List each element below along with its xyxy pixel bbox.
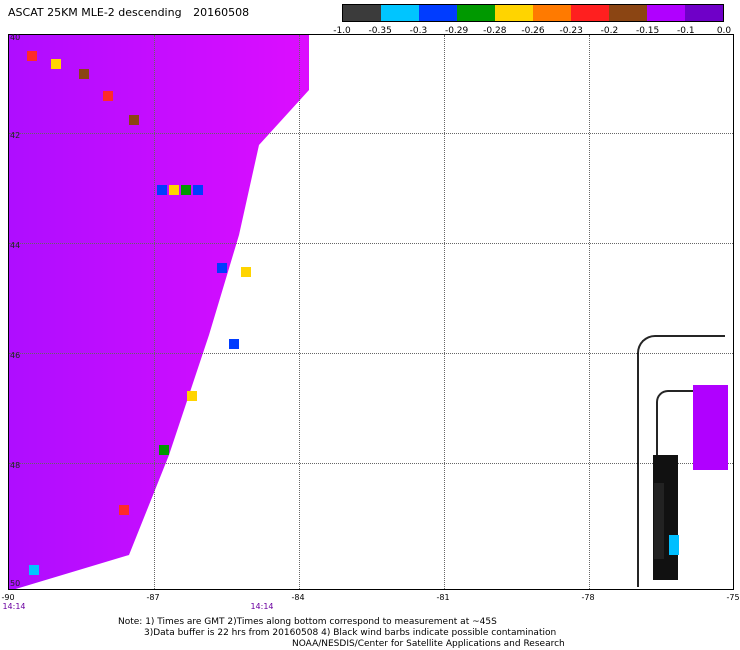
data-cell	[159, 445, 169, 455]
legend-swatch-10	[685, 5, 723, 21]
gridline-lon	[154, 35, 155, 589]
coastline	[637, 335, 725, 587]
legend-swatch-6	[533, 5, 571, 21]
data-cell	[181, 185, 191, 195]
note-line-3: NOAA/NESDIS/Center for Satellite Applica…	[292, 639, 565, 649]
map-panel	[8, 34, 734, 590]
legend-swatch-7	[571, 5, 609, 21]
legend-label: -0.28	[483, 26, 507, 36]
legend-label: -0.3	[409, 26, 428, 36]
color-legend	[342, 4, 724, 22]
x-tick-label: -84	[291, 593, 305, 602]
data-cell	[229, 339, 239, 349]
data-cell	[241, 267, 251, 277]
y-tick-label: 50	[10, 579, 21, 588]
note-line-2: 3)Data buffer is 22 hrs from 20160508 4)…	[144, 628, 557, 638]
legend-swatch-2	[381, 5, 419, 21]
data-cell	[157, 185, 167, 195]
legend-swatch-4	[457, 5, 495, 21]
title-date: 20160508	[193, 6, 250, 19]
x-tick-label: -87	[146, 593, 160, 602]
legend-label: -0.29	[444, 26, 469, 36]
title-text: ASCAT 25KM MLE-2 descending	[8, 6, 182, 19]
gridline-lat	[9, 133, 733, 134]
land-contamination-block	[654, 483, 664, 559]
legend-swatch-3	[419, 5, 457, 21]
data-swath	[9, 35, 309, 589]
x-tick-label: -81	[436, 593, 450, 602]
edge-data-block	[693, 385, 728, 470]
legend-label: -0.1	[677, 26, 695, 36]
gridline-lat	[9, 463, 733, 464]
x-tick-label: -75	[726, 593, 740, 602]
x-tick-label: -78	[581, 593, 595, 602]
data-cell	[119, 505, 129, 515]
note-line-1: Note: 1) Times are GMT 2)Times along bot…	[118, 617, 497, 627]
data-cell	[193, 185, 203, 195]
gridline-lon	[299, 35, 300, 589]
contamination-patch	[669, 535, 679, 555]
data-cell	[29, 565, 39, 575]
legend-label: -1.0	[333, 26, 351, 36]
legend-label: -0.2	[600, 26, 619, 36]
gridline-lat	[9, 353, 733, 354]
x-tick-label: -90	[1, 593, 15, 602]
legend-label: -0.23	[559, 26, 583, 36]
legend-label: 0.0	[716, 26, 732, 36]
data-cell	[217, 263, 227, 273]
data-cell	[187, 391, 197, 401]
data-cell	[79, 69, 89, 79]
data-cell	[129, 115, 139, 125]
gridline-lon	[589, 35, 590, 589]
y-tick-label: 46	[10, 351, 21, 360]
time-label-mid: 14:14	[250, 602, 274, 611]
footer-note: Note: 1) Times are GMT 2)Times along bot…	[118, 617, 565, 650]
legend-swatch-8	[609, 5, 647, 21]
gridline-lon	[444, 35, 445, 589]
data-cell	[27, 51, 37, 61]
data-cell	[169, 185, 179, 195]
time-label-left: 14:14	[2, 602, 26, 611]
page-title: ASCAT 25KM MLE-2 descending 20160508	[8, 6, 249, 19]
legend-labels: -1.0 -0.35 -0.3 -0.29 -0.28 -0.26 -0.23 …	[333, 26, 731, 38]
legend-swatch-5	[495, 5, 533, 21]
data-cell	[51, 59, 61, 69]
y-tick-label: 42	[10, 131, 21, 140]
gridline-lat	[9, 243, 733, 244]
legend-swatch-9	[647, 5, 685, 21]
y-tick-label: 48	[10, 461, 21, 470]
y-tick-label: 44	[10, 241, 21, 250]
data-cell	[103, 91, 113, 101]
legend-swatch-1	[343, 5, 381, 21]
y-tick-label: 40	[10, 33, 21, 42]
legend-label: -0.15	[635, 26, 660, 36]
legend-label: -0.35	[368, 26, 392, 36]
legend-label: -0.26	[521, 26, 545, 36]
